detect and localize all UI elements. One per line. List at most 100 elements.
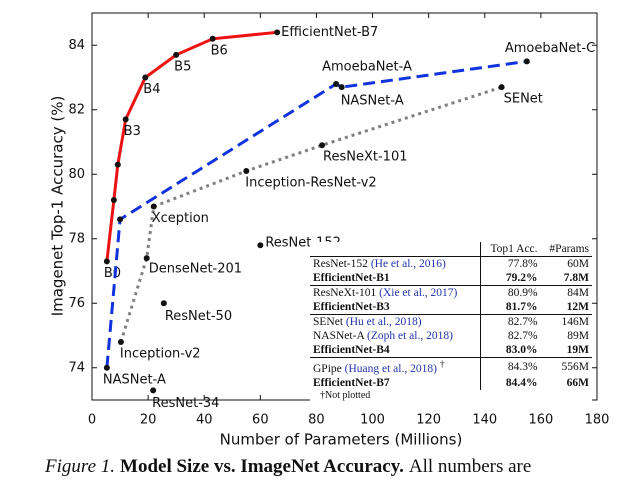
- caption-label: Figure 1.: [45, 456, 116, 477]
- point-label: Inception-v2: [120, 346, 201, 361]
- point-label: B4: [143, 82, 160, 97]
- data-point: [338, 84, 345, 91]
- params-cell: 12M: [540, 300, 592, 315]
- accuracy-cell: 83.0%: [480, 343, 541, 358]
- params-cell: 66M: [566, 376, 589, 389]
- header-row: Top1 Acc. #Params: [310, 242, 592, 257]
- x-axis-label: Number of Parameters (Millions): [220, 431, 463, 449]
- point-label: SENet: [504, 92, 543, 107]
- point-label: NASNet-A: [341, 94, 404, 109]
- comparison-table: Top1 Acc. #Params ResNet-152 (He et al., 2…: [310, 242, 592, 402]
- data-point: [209, 35, 216, 42]
- table-row: EfficientNet-B7 84.4% 66M: [310, 375, 592, 390]
- model-name: EfficientNet-B1: [313, 272, 390, 284]
- table-row: EfficientNet-B3 81.7% 12M: [310, 300, 592, 315]
- caption-title: Model Size vs. ImageNet Accuracy.: [120, 456, 404, 477]
- citation: (Zoph et al., 2018): [367, 330, 453, 342]
- point-label: B0: [104, 266, 121, 281]
- point-label: B5: [174, 59, 191, 74]
- params-cell: 146M: [561, 316, 589, 328]
- params-cell: 7.8M: [540, 271, 592, 286]
- table-row: NASNet-A (Zoph et al., 2018) 82.7% 89M: [310, 329, 592, 343]
- model-cell: EfficientNet-B4: [310, 343, 481, 358]
- table-footnote: †Not plotted: [320, 389, 371, 401]
- y-tick-label: 84: [68, 38, 85, 53]
- model-name: EfficientNet-B7: [313, 376, 390, 389]
- point-label: DenseNet-201: [149, 262, 242, 277]
- header-cell: [310, 242, 481, 257]
- citation: (He et al., 2016): [370, 258, 446, 270]
- citation: (Xie et al., 2017): [379, 287, 458, 299]
- y-tick-label: 76: [68, 296, 85, 311]
- table-row: ResNeXt-101 (Xie et al., 2017) 80.9% 84M: [310, 285, 592, 300]
- accuracy-cell: 79.2%: [480, 271, 541, 286]
- data-point: [274, 29, 281, 36]
- caption-text: All numbers are: [408, 456, 532, 477]
- accuracy-cell: 81.7%: [480, 300, 541, 315]
- data-point: [257, 242, 264, 249]
- data-point: [523, 58, 530, 65]
- model-cell: SENet (Hu et al., 2018): [310, 314, 481, 329]
- accuracy-cell: 82.7%: [507, 330, 538, 342]
- point-label: Xception: [152, 211, 209, 226]
- table-row: ResNet-152 (He et al., 2016) 77.8% 60M: [310, 256, 592, 271]
- data-point: [160, 300, 167, 307]
- model-cell: EfficientNet-B1: [310, 271, 481, 286]
- model-name: EfficientNet-B3: [313, 301, 390, 313]
- caption: Figure 1. Model Size vs. ImageNet Accurac…: [45, 456, 628, 478]
- params-cell: 19M: [540, 343, 592, 358]
- params-cell: 84M: [567, 287, 589, 299]
- model-name: EfficientNet-B4: [313, 344, 390, 356]
- point-label: ResNet-50: [165, 309, 232, 324]
- model-name: ResNet-152: [313, 258, 368, 270]
- footnote-mark: †: [439, 359, 445, 370]
- data-point: [103, 364, 110, 371]
- data-point: [117, 338, 124, 345]
- data-point: [333, 80, 340, 87]
- data-point: [173, 51, 180, 58]
- data-point: [150, 387, 157, 394]
- y-tick-label: 80: [68, 167, 85, 182]
- data-point: [150, 203, 157, 210]
- header-cell: #Params: [540, 242, 592, 257]
- y-tick-label: 74: [68, 360, 85, 375]
- model-cell: ResNeXt-101 (Xie et al., 2017): [310, 285, 481, 300]
- model-cell: EfficientNet-B7: [310, 375, 481, 390]
- model-cell: EfficientNet-B3: [310, 300, 481, 315]
- x-tick-label: 20: [140, 413, 157, 428]
- x-tick-label: 140: [472, 413, 497, 428]
- point-label: B3: [124, 124, 141, 139]
- point-label: ResNeXt-101: [323, 150, 407, 165]
- y-tick-label: 78: [68, 231, 85, 246]
- citation: (Huang et al., 2018): [344, 362, 437, 375]
- table-row: GPipe (Huang et al., 2018) † 84.3% 556M: [310, 357, 592, 376]
- table: Top1 Acc. #Params ResNet-152 (He et al., 2…: [310, 242, 592, 390]
- model-cell: NASNet-A (Zoph et al., 2018): [310, 329, 481, 343]
- table-row: EfficientNet-B1 79.2% 7.8M: [310, 271, 592, 286]
- data-point: [143, 255, 150, 262]
- point-label: EfficientNet-B7: [281, 25, 378, 40]
- params-cell: 556M: [561, 360, 589, 373]
- data-point: [122, 116, 129, 123]
- accuracy-cell: 84.4%: [505, 376, 538, 389]
- model-name: ResNeXt-101: [313, 287, 377, 299]
- citation: (Hu et al., 2018): [345, 316, 422, 328]
- accuracy-cell: 77.8%: [507, 258, 538, 270]
- model-cell: GPipe (Huang et al., 2018) †: [310, 357, 481, 376]
- x-tick-label: 120: [416, 413, 441, 428]
- data-point: [110, 197, 117, 204]
- table-row: SENet (Hu et al., 2018) 82.7% 146M: [310, 314, 592, 329]
- point-label: Inception-ResNet-v2: [245, 176, 376, 191]
- point-label: NASNet-A: [103, 372, 166, 387]
- point-label: AmoebaNet-C: [505, 41, 595, 56]
- model-cell: ResNet-152 (He et al., 2016): [310, 256, 481, 271]
- series-line: [119, 85, 503, 343]
- data-point: [142, 74, 149, 81]
- data-point: [243, 168, 250, 175]
- x-tick-label: 60: [252, 413, 269, 428]
- x-tick-label: 180: [585, 413, 610, 428]
- data-point: [319, 142, 326, 149]
- params-cell: 60M: [567, 258, 589, 270]
- x-tick-label: 100: [360, 413, 385, 428]
